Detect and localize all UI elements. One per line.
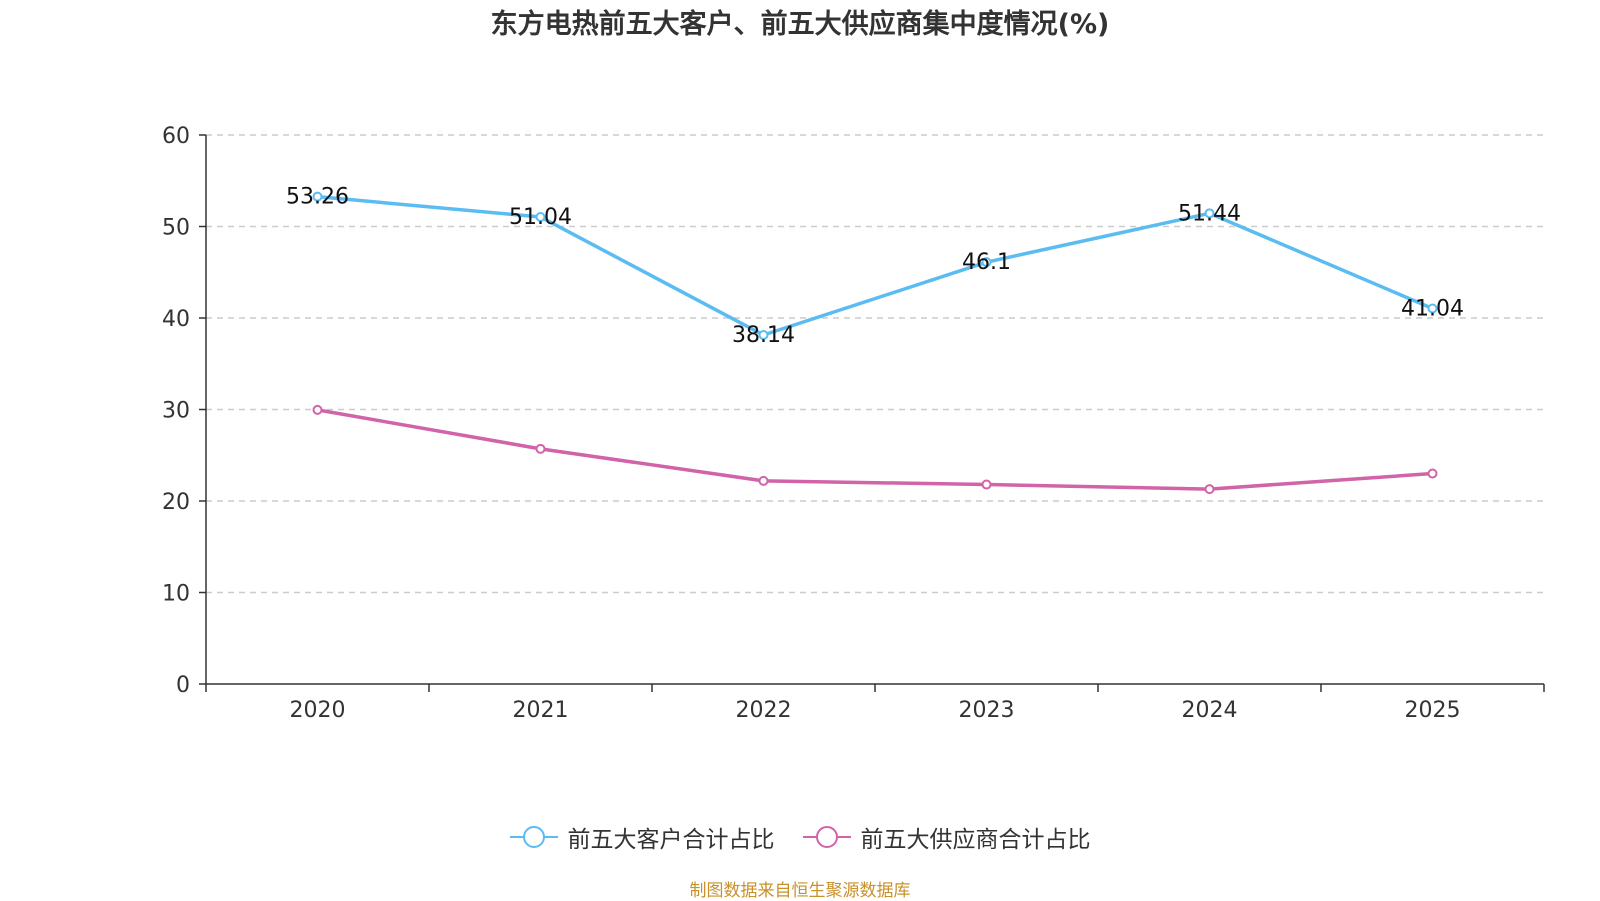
legend-label-suppliers: 前五大供应商合计占比 xyxy=(860,827,1091,853)
data-label: 51.44 xyxy=(1178,201,1241,226)
data-label: 51.04 xyxy=(509,205,572,230)
y-tick-label: 30 xyxy=(162,399,190,424)
data-point-0-3 xyxy=(981,257,992,268)
data-point-0-5 xyxy=(1427,303,1438,314)
data-label: 53.26 xyxy=(286,185,349,210)
chart-title: 东方电热前五大客户、前五大供应商集中度情况(%) xyxy=(490,9,1110,40)
x-tick-label: 2023 xyxy=(959,698,1015,723)
data-point-1-3 xyxy=(981,479,992,490)
source-note: 制图数据来自恒生聚源数据库 xyxy=(689,881,911,901)
data-point-0-0 xyxy=(312,191,323,202)
legend-marker-suppliers-icon xyxy=(802,826,851,848)
x-tick-label: 2024 xyxy=(1182,698,1238,723)
line-chart: 0 10 20 30 40 50 60 2020 2021 2022 2023 2024 2025 53.… xyxy=(162,124,1545,723)
y-tick-label: 60 xyxy=(162,124,190,149)
series-line-1 xyxy=(317,408,1433,491)
legend-item-suppliers[interactable]: 前五大供应商合计占比 xyxy=(802,820,1091,854)
data-point-1-2 xyxy=(758,475,769,486)
data-point-0-4 xyxy=(1204,208,1215,219)
x-tick-label: 2025 xyxy=(1405,698,1461,723)
legend-label-customers: 前五大客户合计占比 xyxy=(567,827,775,853)
data-label: 46.1 xyxy=(962,250,1011,275)
data-label: 38.14 xyxy=(732,323,795,348)
legend-marker-customers-icon xyxy=(509,826,558,848)
y-tick-label: 40 xyxy=(162,307,190,332)
data-point-1-0 xyxy=(312,404,323,415)
y-tick-label: 50 xyxy=(162,216,190,241)
data-point-1-5 xyxy=(1427,468,1438,479)
data-point-0-2 xyxy=(758,330,769,341)
y-tick-label: 20 xyxy=(162,490,190,515)
data-point-0-1 xyxy=(535,211,546,222)
y-tick-label: 10 xyxy=(162,582,190,607)
x-tick-label: 2020 xyxy=(290,698,346,723)
data-label: 41.04 xyxy=(1401,296,1464,321)
legend: 前五大客户合计占比 前五大供应商合计占比 xyxy=(0,820,1600,854)
data-point-1-1 xyxy=(535,443,546,454)
series-line-0 xyxy=(317,194,1434,337)
y-tick-label: 0 xyxy=(176,673,190,698)
x-tick-label: 2022 xyxy=(736,698,792,723)
data-point-1-4 xyxy=(1204,484,1215,495)
legend-item-customers[interactable]: 前五大客户合计占比 xyxy=(509,820,775,854)
x-tick-label: 2021 xyxy=(513,698,569,723)
